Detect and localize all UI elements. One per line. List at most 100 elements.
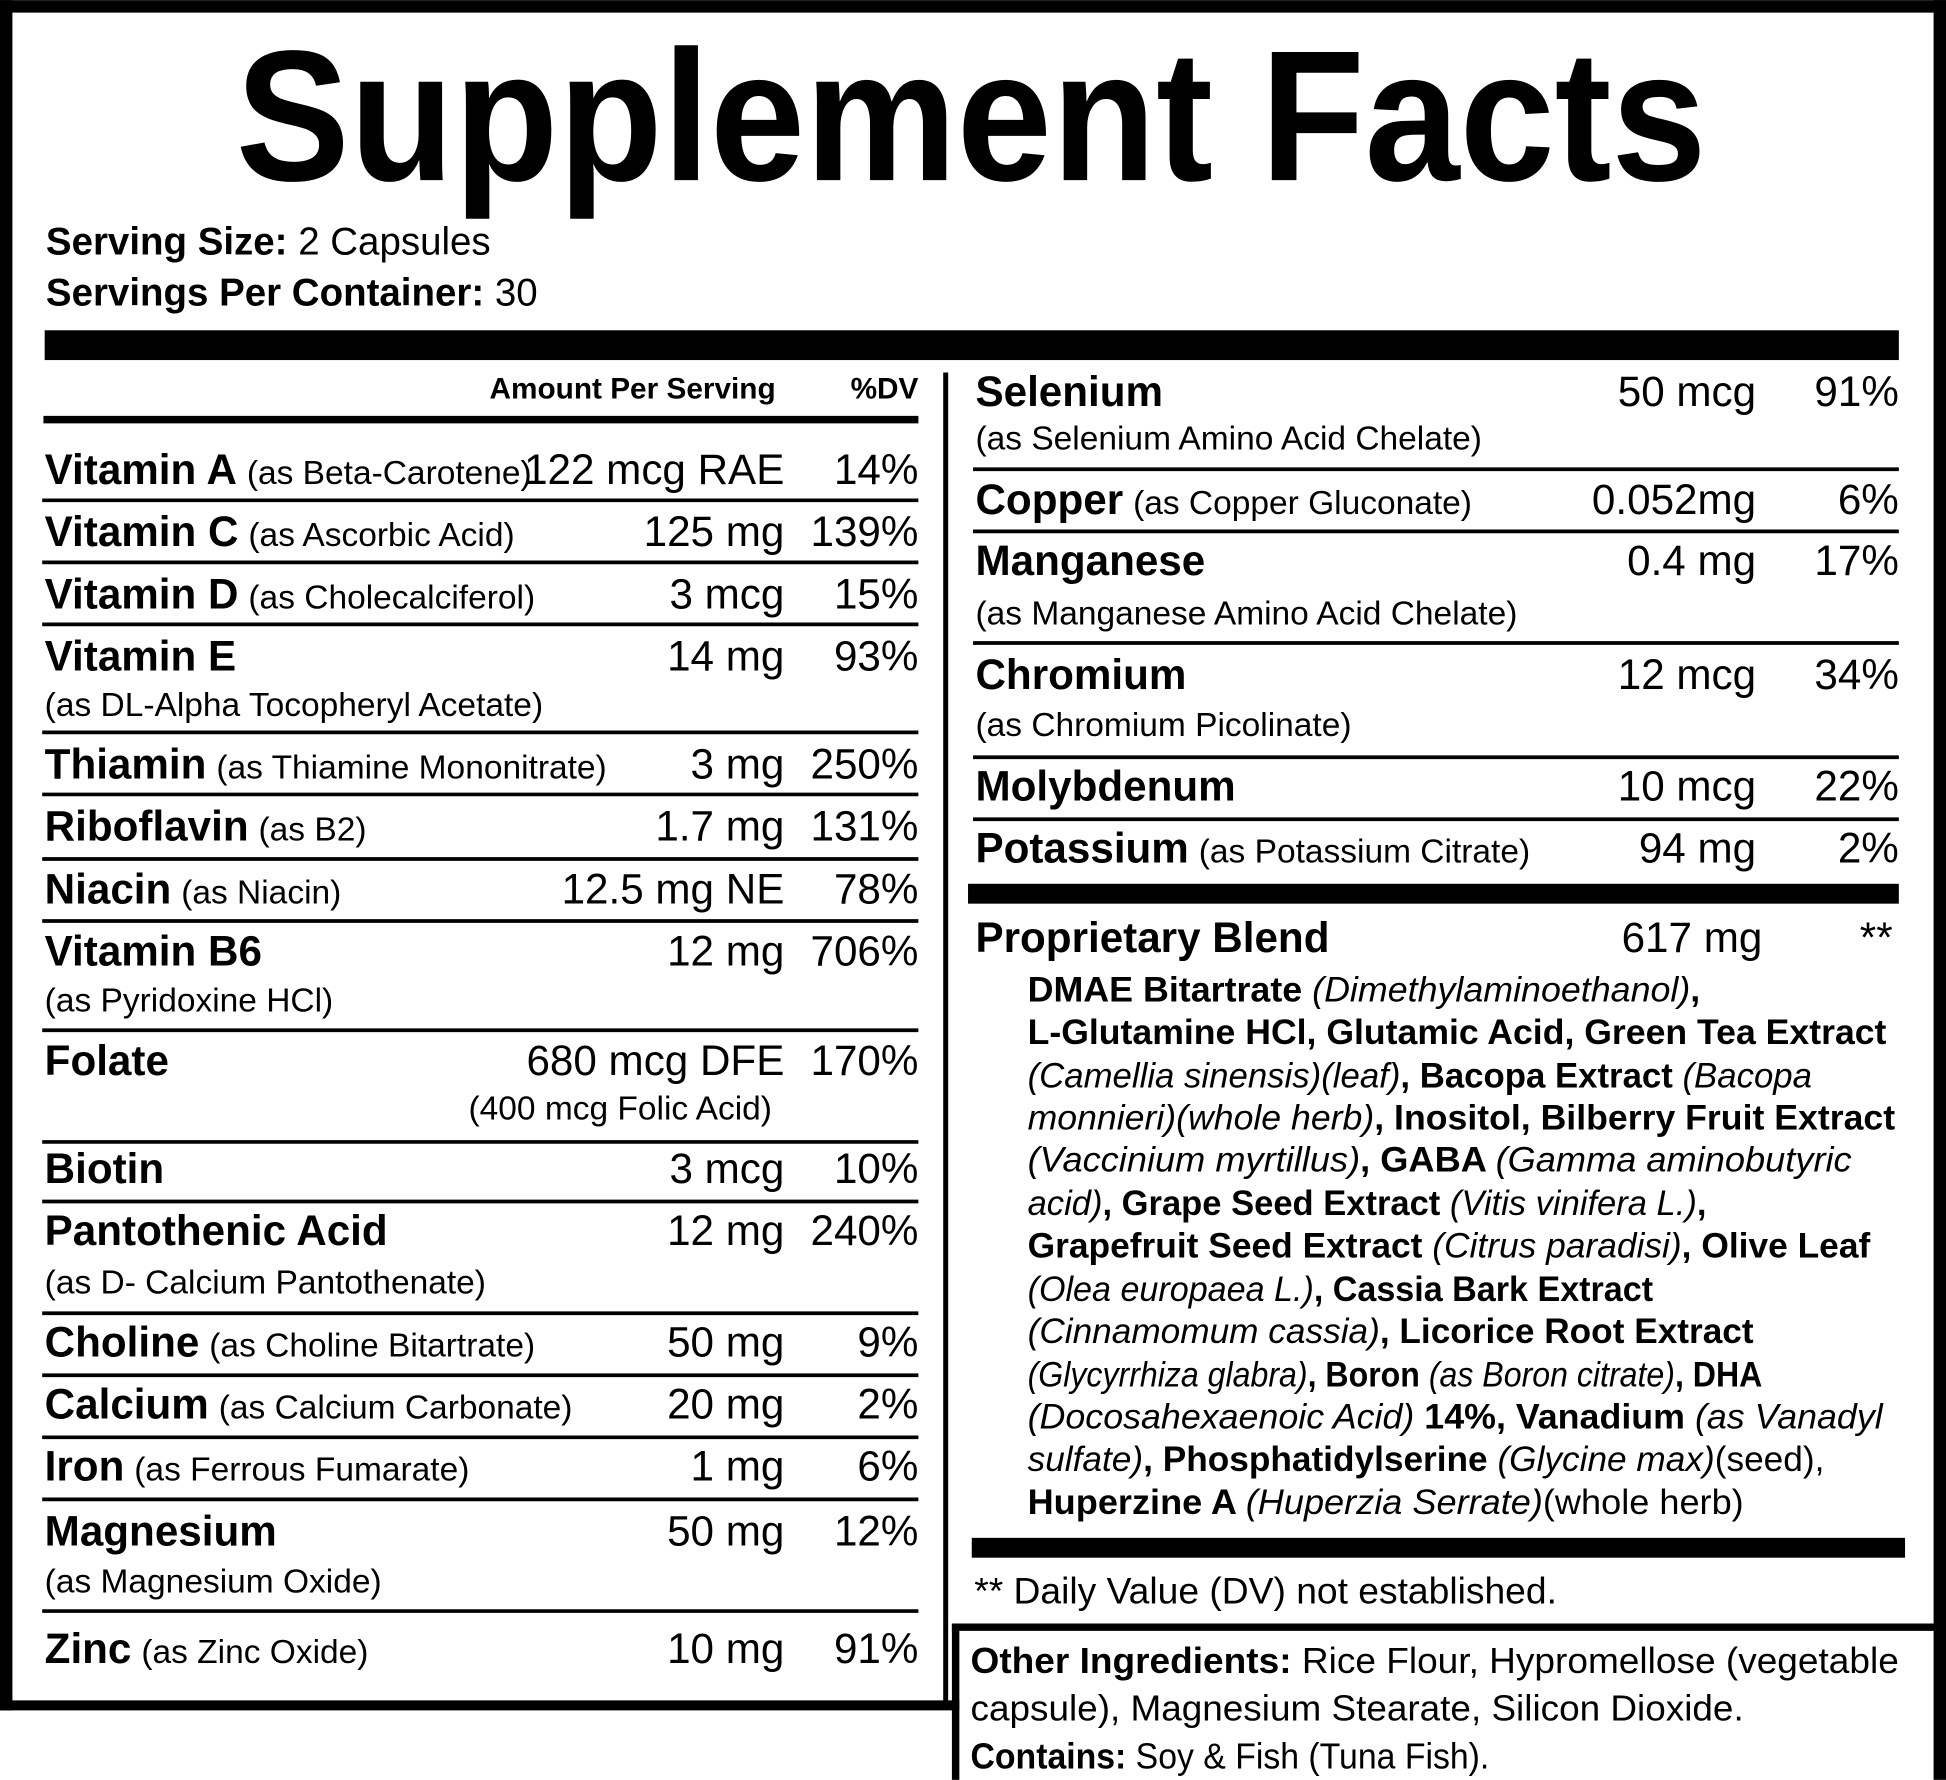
daily-value: 170% xyxy=(810,1037,918,1084)
value: 30 xyxy=(495,271,538,314)
nutrient: Vitamin A (as Beta-Carotene) xyxy=(45,446,532,493)
amount: 3 mcg xyxy=(669,570,784,617)
daily-value: 2% xyxy=(1838,825,1899,872)
nutrient-name: Vitamin C xyxy=(45,508,239,555)
daily-value: 93% xyxy=(834,632,918,679)
text-run: (Glycine max) xyxy=(1497,1441,1714,1479)
nutrient-name: Niacin xyxy=(45,866,172,913)
daily-value: 6% xyxy=(1838,476,1899,523)
text-run: , Olive Leaf xyxy=(1682,1227,1871,1265)
nutrient: Selenium xyxy=(975,368,1163,415)
label: Servings Per Container: xyxy=(46,271,484,314)
daily-value: 250% xyxy=(810,740,918,787)
value: 2 Capsules xyxy=(298,221,490,264)
text-run: DMAE Bitartrate xyxy=(1028,972,1313,1010)
nutrient-source: (as Calcium Carbonate) xyxy=(219,1390,573,1427)
daily-value: 6% xyxy=(857,1443,918,1490)
nutrient-source: (as Zinc Oxide) xyxy=(141,1634,368,1671)
nutrient-source: (as D- Calcium Pantothenate) xyxy=(45,1264,486,1301)
daily-value: 9% xyxy=(857,1319,918,1366)
text-run: , Boron xyxy=(1308,1356,1429,1394)
nutrient: Vitamin E xyxy=(45,632,236,679)
daily-value: ** xyxy=(1860,914,1893,961)
blend-ingredients-line: monnieri)(whole herb), Inositol, Bilberr… xyxy=(1028,1100,1896,1138)
nutrient-source: (as Copper Gluconate) xyxy=(1133,485,1472,522)
other-ingredients-line: capsule), Magnesium Stearate, Silicon Di… xyxy=(971,1687,1744,1728)
text-run: Other Ingredients: xyxy=(971,1640,1292,1681)
amount: 50 mg xyxy=(667,1507,784,1554)
text-run: sulfate) xyxy=(1028,1441,1144,1479)
text-run: Huperzine A xyxy=(1028,1484,1246,1522)
text-run: (Vitis vinifera L.) xyxy=(1450,1185,1697,1223)
title: Supplement Facts xyxy=(236,12,1707,220)
daily-value: 706% xyxy=(810,928,918,975)
nutrient: Riboflavin (as B2) xyxy=(45,802,367,849)
blend-ingredients-line: (Olea europaea L.), Cassia Bark Extract xyxy=(1028,1271,1654,1309)
text-run: (as Boron citrate) xyxy=(1429,1356,1675,1394)
amount: 122 mcg RAE xyxy=(524,446,784,493)
nutrient-source: (as Pyridoxine HCl) xyxy=(45,983,334,1020)
nutrient-name: Vitamin A xyxy=(45,446,237,493)
amount: 3 mg xyxy=(691,740,785,787)
text-run: capsule), Magnesium Stearate, Silicon Di… xyxy=(971,1687,1744,1728)
text-run: , DHA xyxy=(1675,1356,1762,1394)
text-run: Grapefruit Seed Extract xyxy=(1028,1227,1433,1265)
blend-ingredients-line: (Cinnamomum cassia), Licorice Root Extra… xyxy=(1028,1313,1754,1351)
nutrient-name: Zinc xyxy=(45,1625,132,1672)
text-run: (whole herb) xyxy=(1543,1484,1744,1522)
nutrient-name: Selenium xyxy=(975,368,1163,415)
serving-size: Serving Size: 2 Capsules xyxy=(46,221,491,264)
text-run: monnieri)(whole herb) xyxy=(1028,1100,1375,1138)
other-ingredients-line: Contains: Soy & Fish (Tuna Fish). xyxy=(971,1736,1490,1777)
amount: 20 mg xyxy=(667,1381,784,1428)
amount: 3 mcg xyxy=(669,1145,784,1192)
blend-ingredients-line: acid), Grape Seed Extract (Vitis vinifer… xyxy=(1028,1185,1707,1223)
text-run: , Inositol, Bilberry Fruit Extract xyxy=(1374,1100,1895,1138)
text-run: (Olea europaea L.) xyxy=(1028,1271,1314,1309)
daily-value: 131% xyxy=(810,802,918,849)
nutrient-name: Vitamin D xyxy=(45,570,239,617)
text-run: , Cassia Bark Extract xyxy=(1314,1271,1654,1309)
text-run: (Glycyrrhiza glabra) xyxy=(1028,1356,1308,1394)
nutrient-name: Iron xyxy=(45,1443,125,1490)
text-run: , Phosphatidylserine xyxy=(1143,1441,1497,1479)
amount: 680 mcg DFE xyxy=(526,1037,784,1084)
daily-value: 22% xyxy=(1814,763,1898,810)
column-header: %DV xyxy=(851,373,919,406)
blend-ingredients-line: Grapefruit Seed Extract (Citrus paradisi… xyxy=(1028,1227,1871,1265)
amount: 0.052mg xyxy=(1592,476,1756,523)
text-run: (Dimethylaminoethanol) xyxy=(1312,972,1690,1010)
text-run: , xyxy=(1690,972,1700,1010)
amount: 50 mg xyxy=(667,1319,784,1366)
other-ingredients-line: Other Ingredients: Rice Flour, Hypromell… xyxy=(971,1640,1899,1681)
amount: 12 mcg xyxy=(1618,651,1756,698)
blend-ingredients-line: (Glycyrrhiza glabra), Boron (as Boron ci… xyxy=(1028,1356,1763,1394)
nutrient-source: (as DL-Alpha Tocopheryl Acetate) xyxy=(45,687,543,724)
nutrient-source: (as Selenium Amino Acid Chelate) xyxy=(975,420,1481,457)
nutrient-name: Folate xyxy=(45,1037,169,1084)
blend-ingredients-line: DMAE Bitartrate (Dimethylaminoethanol), xyxy=(1028,972,1701,1010)
daily-value: 10% xyxy=(834,1145,918,1192)
nutrient-name: Biotin xyxy=(45,1145,165,1192)
blend-ingredients-line: (Vaccinium myrtillus), GABA (Gamma amino… xyxy=(1028,1142,1852,1180)
nutrient-name: Copper xyxy=(975,476,1123,523)
text-run: Rice Flour, Hypromellose (vegetable xyxy=(1292,1640,1899,1681)
servings-per-container: Servings Per Container: 30 xyxy=(46,271,538,314)
footnote: ** Daily Value (DV) not established. xyxy=(974,1570,1557,1612)
nutrient-name: Vitamin E xyxy=(45,632,236,679)
thick-bar xyxy=(968,883,1899,904)
blend-name: Proprietary Blend xyxy=(975,914,1329,961)
nutrient-source: (as Choline Bitartrate) xyxy=(209,1328,535,1365)
nutrient-name: Pantothenic Acid xyxy=(45,1207,388,1254)
amount: 125 mg xyxy=(644,508,785,555)
text-run: , xyxy=(1697,1185,1707,1223)
nutrient-name: Magnesium xyxy=(45,1507,277,1554)
nutrient-source: (as Cholecalciferol) xyxy=(248,579,535,616)
daily-value: 12% xyxy=(834,1507,918,1554)
nutrient-source: (as Ascorbic Acid) xyxy=(248,517,514,554)
text-run: (Camellia sinensis)(leaf) xyxy=(1028,1057,1401,1095)
nutrient-source: (as Potassium Citrate) xyxy=(1199,834,1530,871)
daily-value: 91% xyxy=(834,1625,918,1672)
